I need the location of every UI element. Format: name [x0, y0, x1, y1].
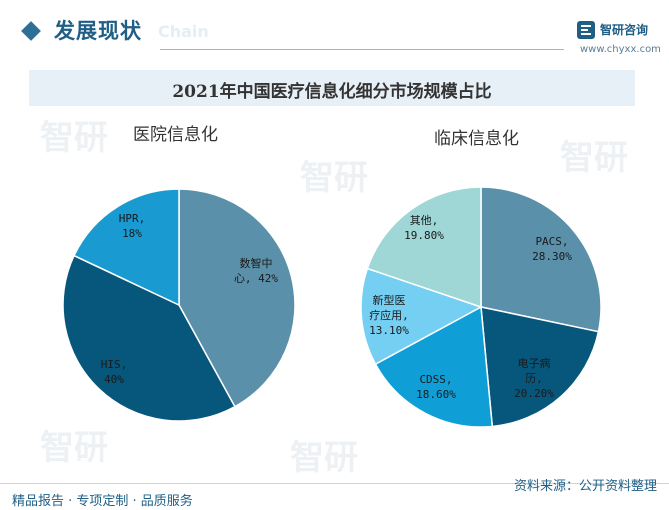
pie-2-label-其他: 其他, 19.80%	[404, 214, 444, 242]
section-title: 发展现状	[54, 19, 142, 43]
pie-2-slice-CDSS	[374, 305, 494, 428]
chart-title-bar: 2021年中国医疗信息化细分市场规模占比	[29, 70, 635, 106]
pie-1-label-数智中心: 数智中心, 42%	[234, 256, 278, 285]
section-ghost-text: Chain	[158, 22, 209, 41]
header: Chain 发展现状 智研咨询 www.chyxx.com	[0, 0, 669, 56]
header-divider	[160, 49, 564, 50]
pie-1-slice-HIS	[62, 254, 236, 422]
brand-url: www.chyxx.com	[580, 44, 661, 55]
brand-name: 智研咨询	[600, 23, 649, 37]
pie-2-label-电子病历: 电子病历, 20.20%	[514, 356, 554, 400]
data-source: 资料来源：公开资料整理	[513, 479, 657, 494]
pie-2-label-新型医疗应用: 新型医疗应用, 13.10%	[369, 293, 409, 337]
pie-2-label-PACS: PACS, 28.30%	[532, 235, 572, 263]
pie-2-slice-其他	[366, 186, 482, 309]
pie-1-label-HIS: HIS, 40%	[101, 358, 128, 386]
pie-2-label-CDSS: CDSS, 18.60%	[416, 373, 456, 401]
pie-2-slice-电子病历	[480, 306, 600, 428]
pie-1-label-HPR: HPR, 18%	[119, 212, 146, 240]
pie-1-title: 医院信息化	[133, 125, 218, 145]
chart-title: 2021年中国医疗信息化细分市场规模占比	[172, 82, 492, 102]
pie-2-slice-新型医疗应用	[360, 267, 483, 366]
pie-2-title: 临床信息化	[434, 129, 519, 149]
pie-2-slice-PACS	[480, 186, 602, 333]
brand-logo-icon	[577, 21, 595, 39]
footer-tagline: 精品报告 · 专项定制 · 品质服务	[12, 494, 193, 509]
footer-divider	[0, 483, 669, 484]
brand-logo[interactable]: 智研咨询 www.chyxx.com	[576, 20, 666, 56]
pie-1-slice-数智中心	[178, 188, 296, 408]
pie-1-slice-HPR	[73, 188, 180, 307]
